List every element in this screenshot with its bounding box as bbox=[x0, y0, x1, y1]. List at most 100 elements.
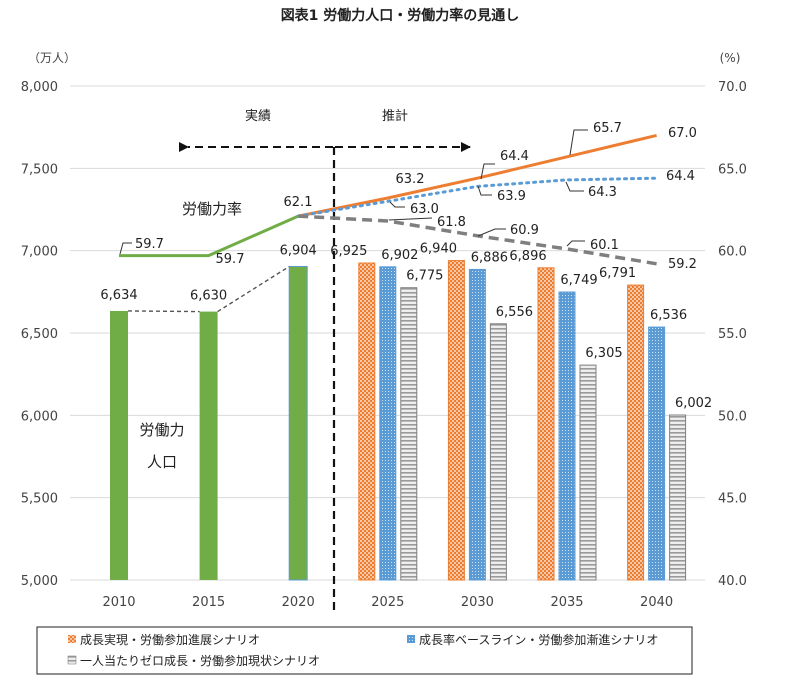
bar-series1-2040 bbox=[648, 326, 666, 581]
chart-title: 図表1 労働力人口・労働力率の見通し bbox=[281, 7, 520, 24]
bar-series2-2035 bbox=[579, 364, 597, 581]
rate-annotation: 労働力率 bbox=[182, 200, 242, 218]
left-tick-label: 7,500 bbox=[21, 162, 58, 177]
rate-line-3 bbox=[298, 214, 657, 266]
bar-label-series1-2025: 6,902 bbox=[381, 248, 418, 263]
bar-series1-2025 bbox=[379, 266, 397, 581]
actual-bar-label-2020: 6,904 bbox=[280, 243, 317, 258]
trend-line bbox=[127, 265, 290, 313]
bar-series0-2040 bbox=[627, 284, 645, 581]
right-tick-label: 45.0 bbox=[718, 492, 747, 507]
x-tick-label: 2010 bbox=[102, 595, 135, 610]
x-tick-label: 2020 bbox=[282, 595, 315, 610]
x-tick-label: 2030 bbox=[461, 595, 494, 610]
bar-label-series1-2035: 6,749 bbox=[560, 273, 597, 288]
legend-swatch-0 bbox=[68, 635, 76, 643]
actual-bar-label-2015: 6,630 bbox=[190, 289, 227, 304]
right-tick-label: 65.0 bbox=[718, 162, 747, 177]
leader-line bbox=[480, 163, 495, 180]
legend-swatch-2 bbox=[67, 655, 77, 665]
rate-lines bbox=[119, 133, 659, 266]
right-tick-label: 40.0 bbox=[718, 574, 747, 589]
right-axis-unit: (%) bbox=[720, 51, 741, 65]
bar-label-series0-2030: 6,940 bbox=[420, 242, 457, 257]
rate-label-0-2010: 59.7 bbox=[135, 237, 164, 252]
left-tick-label: 5,500 bbox=[21, 492, 58, 507]
rate-label-2-2030: 63.9 bbox=[497, 189, 526, 204]
bar-label-series2-2035: 6,305 bbox=[585, 346, 622, 361]
right-axis-ticks: 40.0 45.0 50.0 55.0 60.0 65.0 70.0 bbox=[718, 80, 747, 589]
actual-bar-2010 bbox=[110, 310, 128, 580]
bar-label-series0-2040: 6,791 bbox=[599, 266, 636, 281]
left-tick-label: 7,000 bbox=[21, 245, 58, 260]
bar-label-series1-2030: 6,886 bbox=[471, 250, 508, 265]
rate-label-3-2035: 60.1 bbox=[590, 238, 619, 253]
bar-label-series2-2025: 6,775 bbox=[406, 269, 443, 284]
population-annotation-line2: 人口 bbox=[147, 453, 177, 471]
bar-label-series2-2030: 6,556 bbox=[496, 305, 533, 320]
right-tick-label: 70.0 bbox=[718, 80, 747, 95]
leader-line bbox=[565, 181, 584, 192]
bar-label-series1-2040: 6,536 bbox=[650, 308, 687, 323]
rate-line-2 bbox=[296, 176, 659, 218]
actual-label: 実績 bbox=[245, 108, 271, 124]
rate-line-labels: 59.7 59.7 62.1 63.2 64.4 65.7 67.0 63.0 63.9 64.3… bbox=[119, 121, 697, 272]
right-tick-label: 55.0 bbox=[718, 327, 747, 342]
leader-line bbox=[389, 201, 405, 208]
bar-label-series0-2025: 6,925 bbox=[330, 244, 367, 259]
legend-item-0: 成長実現・労働参加進展シナリオ bbox=[80, 632, 260, 647]
left-tick-label: 6,000 bbox=[21, 409, 58, 424]
bar-series1-2030 bbox=[468, 268, 486, 581]
actual-population-trend bbox=[127, 265, 290, 313]
rate-label-2-2025: 63.0 bbox=[410, 202, 439, 217]
x-tick-label: 2040 bbox=[640, 595, 673, 610]
x-tick-label: 2015 bbox=[192, 595, 225, 610]
left-tick-label: 5,000 bbox=[21, 574, 58, 589]
bars bbox=[110, 260, 687, 581]
legend: 成長実現・労働参加進展シナリオ 成長率ベースライン・労働参加漸進シナリオ 一人当… bbox=[36, 626, 693, 675]
bar-series0-2035 bbox=[537, 267, 555, 581]
bar-label-series0-2035: 6,896 bbox=[509, 249, 546, 264]
rate-label-3-2030: 60.9 bbox=[510, 223, 539, 238]
bar-series0-2025 bbox=[358, 262, 376, 581]
legend-item-1: 成長率ベースライン・労働参加漸進シナリオ bbox=[419, 632, 658, 647]
legend-item-2: 一人当たりゼロ成長・労働参加現状シナリオ bbox=[80, 653, 320, 668]
x-axis-ticks: 2010 2015 2020 2025 2030 2035 2040 bbox=[102, 595, 673, 610]
actual-bar-2015 bbox=[199, 311, 218, 580]
leader-line bbox=[566, 240, 585, 247]
actual-bar-label-2010: 6,634 bbox=[100, 288, 137, 303]
rate-line-0 bbox=[119, 214, 299, 258]
rate-label-1-2035: 65.7 bbox=[593, 121, 622, 136]
legend-box bbox=[36, 626, 693, 675]
left-tick-label: 8,000 bbox=[21, 80, 58, 95]
left-axis-ticks: 5,000 5,500 6,000 6,500 7,000 7,500 8,000 bbox=[21, 80, 58, 589]
actual-bar-2020 bbox=[288, 265, 308, 581]
rate-label-0-2020: 62.1 bbox=[284, 195, 313, 210]
x-tick-label: 2025 bbox=[371, 595, 404, 610]
rate-label-3-2025: 61.8 bbox=[437, 215, 466, 230]
bar-series1-2035 bbox=[558, 291, 576, 581]
bar-series2-2030 bbox=[489, 323, 507, 581]
rate-label-3-2040: 59.2 bbox=[668, 257, 697, 272]
population-annotation-line1: 労働力 bbox=[139, 421, 184, 439]
leader-line bbox=[388, 217, 433, 221]
leader-line bbox=[477, 228, 506, 237]
rate-label-1-2030: 64.4 bbox=[500, 149, 529, 164]
rate-label-1-2025: 63.2 bbox=[396, 172, 425, 187]
right-tick-label: 50.0 bbox=[718, 409, 747, 424]
rate-line-1 bbox=[297, 133, 657, 218]
legend-swatch-1 bbox=[407, 635, 415, 643]
bar-series2-2025 bbox=[400, 287, 418, 581]
bar-label-series2-2040: 6,002 bbox=[675, 396, 712, 411]
left-axis-unit: （万人） bbox=[28, 51, 76, 65]
bar-series2-2040 bbox=[669, 414, 687, 581]
left-tick-label: 6,500 bbox=[21, 327, 58, 342]
rate-label-2-2035: 64.3 bbox=[588, 185, 617, 200]
bar-series0-2030 bbox=[447, 260, 465, 581]
rate-label-0-2015: 59.7 bbox=[216, 252, 245, 267]
right-tick-label: 60.0 bbox=[718, 245, 747, 260]
leader-line bbox=[477, 185, 492, 196]
rate-label-1-2040: 67.0 bbox=[668, 126, 697, 141]
leader-line bbox=[569, 129, 588, 156]
